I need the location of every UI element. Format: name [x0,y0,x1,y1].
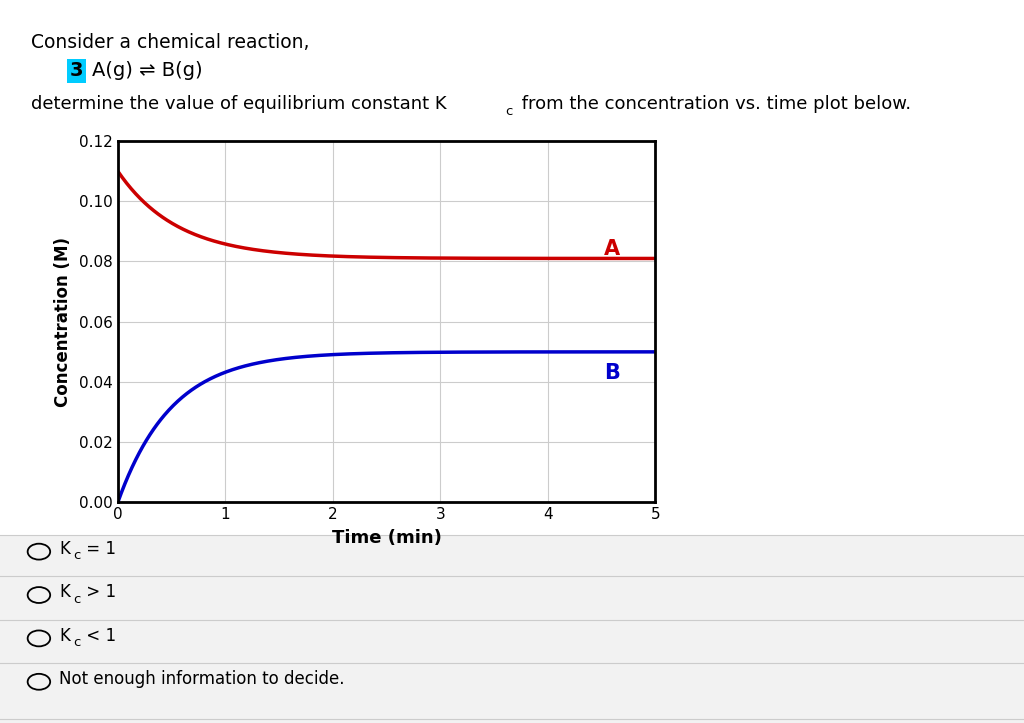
Text: c: c [506,105,513,118]
Text: < 1: < 1 [81,627,116,644]
Text: from the concentration vs. time plot below.: from the concentration vs. time plot bel… [516,95,911,114]
Text: c: c [74,636,81,649]
Text: > 1: > 1 [81,583,116,601]
Text: c: c [74,593,81,606]
Text: c: c [74,549,81,562]
Text: A(g) ⇌ B(g): A(g) ⇌ B(g) [92,61,203,80]
Text: Consider a chemical reaction,: Consider a chemical reaction, [31,33,309,51]
Text: K: K [59,627,71,644]
Text: Not enough information to decide.: Not enough information to decide. [59,670,345,688]
Text: K: K [59,540,71,557]
Text: 3: 3 [70,61,83,80]
Text: B: B [604,363,620,383]
Y-axis label: Concentration (M): Concentration (M) [54,236,72,407]
Text: determine the value of equilibrium constant K: determine the value of equilibrium const… [31,95,446,114]
Text: K: K [59,583,71,601]
Text: = 1: = 1 [81,540,116,557]
X-axis label: Time (min): Time (min) [332,529,441,547]
Bar [0,535,1024,723]
Text: A: A [604,239,620,260]
